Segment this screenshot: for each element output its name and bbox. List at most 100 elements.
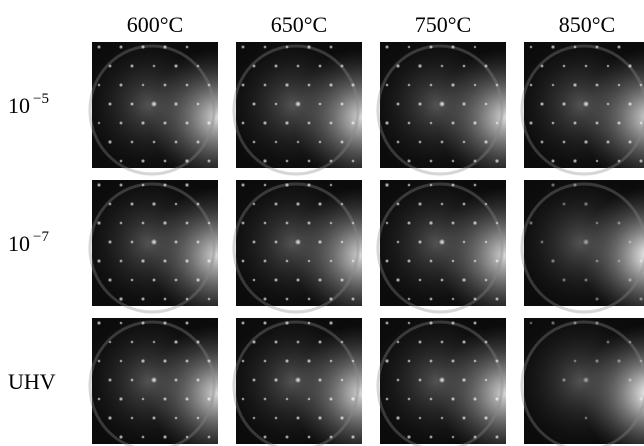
- diffraction-spot: [617, 45, 621, 49]
- diffraction-spot: [351, 83, 355, 87]
- diffraction-spot: [318, 64, 322, 68]
- diffraction-spot: [130, 102, 134, 106]
- diffraction-spot: [141, 221, 145, 225]
- diffraction-spot: [263, 159, 268, 164]
- diffraction-spot: [573, 359, 577, 363]
- diffraction-spot: [462, 340, 466, 344]
- diffraction-spot: [329, 259, 332, 262]
- diffraction-spot: [529, 321, 532, 324]
- diffraction-spot: [495, 359, 499, 363]
- diffraction-spot: [429, 159, 433, 163]
- diffraction-image: [378, 42, 506, 174]
- diffraction-spot: [151, 239, 157, 245]
- diffraction-spot: [562, 64, 566, 68]
- diffraction-spot: [285, 321, 290, 326]
- diffraction-spot: [584, 64, 588, 68]
- diffraction-spot: [429, 259, 433, 263]
- diffraction-spot: [263, 397, 267, 401]
- diffraction-spot: [241, 45, 245, 49]
- diffraction-spot: [163, 183, 167, 187]
- diffraction-spot: [451, 45, 455, 49]
- diffraction-spot: [584, 140, 589, 145]
- diffraction-spot: [484, 102, 488, 106]
- diffraction-spot: [639, 297, 643, 301]
- diffraction-spot: [163, 397, 167, 401]
- diffraction-spot: [152, 140, 156, 144]
- diffraction-spot: [495, 397, 499, 401]
- diffraction-spot: [462, 278, 467, 283]
- diffraction-spot: [97, 221, 102, 226]
- diffraction-spot: [141, 83, 144, 86]
- diffraction-spot: [407, 435, 412, 440]
- diffraction-spot: [440, 202, 444, 206]
- diffraction-spot: [595, 259, 599, 263]
- diffraction-spot: [252, 202, 255, 205]
- diffraction-spot: [462, 378, 467, 383]
- column-header: 600°C: [127, 12, 183, 37]
- diffraction-spot: [429, 359, 433, 363]
- diffraction-spot: [196, 278, 201, 283]
- diffraction-spot: [285, 159, 289, 163]
- diffraction-image: [90, 42, 218, 174]
- diffraction-spot: [274, 202, 278, 206]
- diffraction-spot: [385, 259, 389, 263]
- diffraction-spot: [606, 140, 610, 144]
- diffraction-spot: [473, 159, 477, 163]
- diffraction-spot: [241, 183, 245, 187]
- diffraction-spot: [296, 202, 301, 207]
- diffraction-spot: [562, 378, 567, 383]
- diffraction-spot: [163, 297, 167, 301]
- diffraction-spot: [440, 64, 443, 67]
- diffraction-spot: [606, 340, 610, 344]
- diffraction-spot: [263, 359, 267, 363]
- diffraction-spot: [573, 121, 577, 125]
- diffraction-spot: [185, 121, 189, 125]
- diffraction-spot: [385, 397, 389, 401]
- diffraction-spot: [628, 102, 633, 107]
- diffraction-spot: [185, 159, 190, 164]
- diffraction-spot: [207, 359, 211, 363]
- diffraction-spot: [484, 140, 489, 145]
- diffraction-spot: [595, 121, 599, 125]
- diffraction-spot: [418, 278, 422, 282]
- diffraction-spot: [207, 297, 211, 301]
- diffraction-spot: [451, 259, 454, 262]
- diffraction-spot: [429, 397, 433, 401]
- diffraction-spot: [163, 259, 167, 263]
- diffraction-spot: [418, 102, 423, 107]
- diffraction-spot: [296, 278, 300, 282]
- diffraction-spot: [462, 102, 467, 107]
- diffraction-spot: [97, 397, 101, 401]
- diffraction-spot: [108, 378, 112, 382]
- diffraction-spot: [562, 140, 566, 144]
- diffraction-spot: [307, 435, 311, 439]
- diffraction-spot: [396, 240, 400, 244]
- diffraction-spot: [295, 239, 301, 245]
- diffraction-spot: [639, 397, 643, 401]
- diffraction-spot: [351, 121, 355, 125]
- diffraction-spot: [573, 45, 577, 49]
- diffraction-spot: [285, 221, 289, 225]
- diffraction-spot: [307, 159, 311, 163]
- diffraction-spot: [628, 378, 632, 382]
- diffraction-spot: [584, 278, 588, 282]
- diffraction-spot: [429, 297, 433, 301]
- diffraction-spot: [540, 240, 544, 244]
- diffraction-spot: [318, 202, 323, 207]
- diffraction-spot: [97, 45, 101, 49]
- diffraction-spot: [351, 435, 356, 440]
- diffraction-spot: [440, 416, 443, 419]
- diffraction-spot: [285, 397, 288, 400]
- diffraction-spot: [152, 64, 155, 67]
- diffraction-spot: [606, 64, 609, 67]
- diffraction-spot: [429, 435, 433, 439]
- diffraction-spot: [307, 259, 310, 262]
- diffraction-spot: [529, 83, 533, 87]
- diffraction-spot: [396, 340, 399, 343]
- diffraction-spot: [119, 435, 124, 440]
- diffraction-spot: [418, 64, 423, 69]
- diffraction-spot: [263, 221, 267, 225]
- diffraction-spot: [407, 45, 410, 48]
- diffraction-image: [522, 42, 644, 174]
- diffraction-spot: [407, 259, 411, 263]
